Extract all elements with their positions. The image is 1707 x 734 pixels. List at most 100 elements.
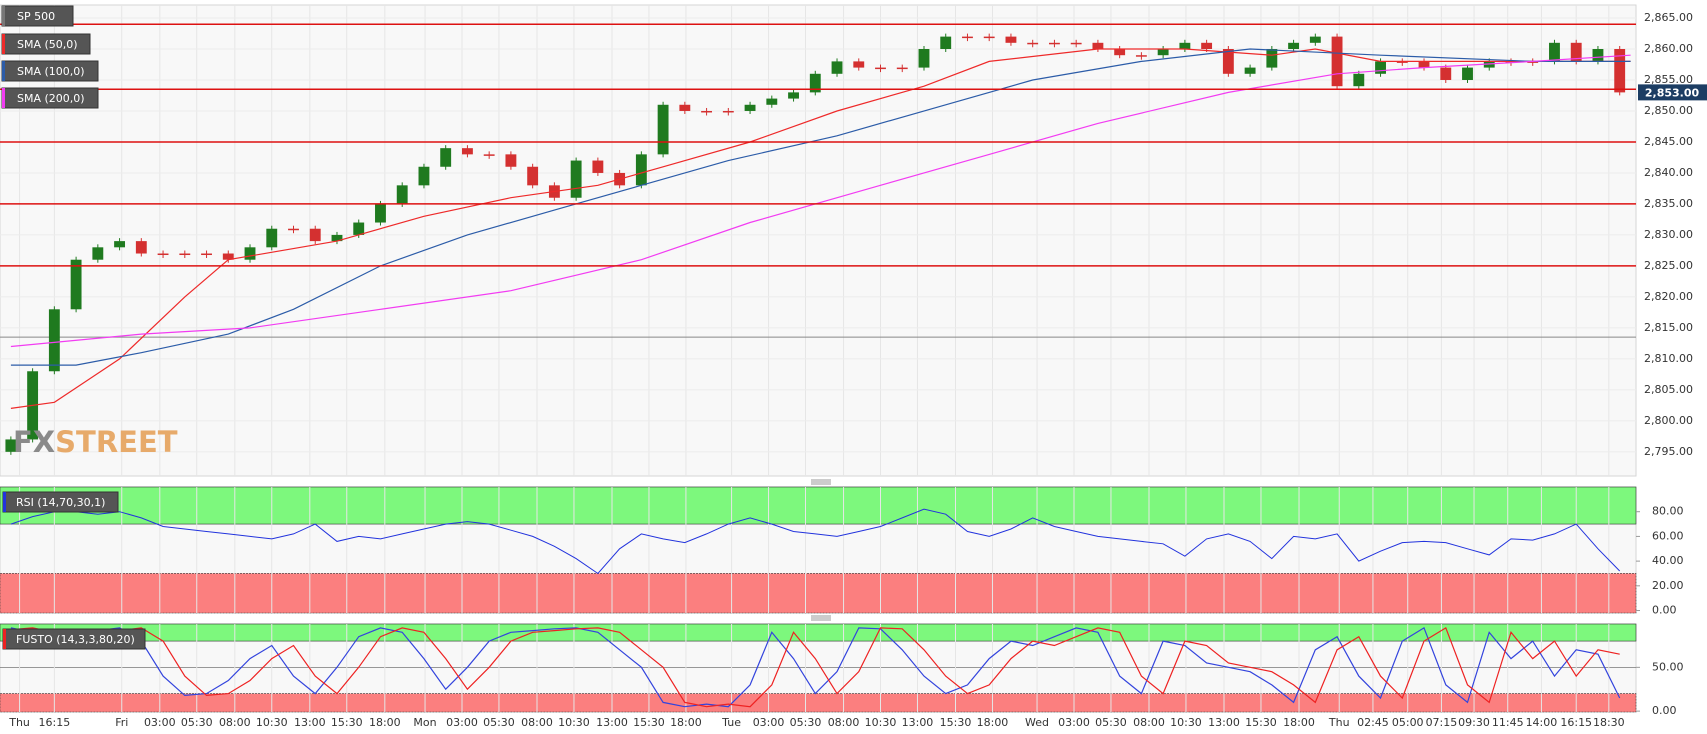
x-tick-label: 08:00 <box>219 716 251 729</box>
candle-body <box>1114 49 1126 56</box>
x-tick-label: 03:00 <box>1058 716 1090 729</box>
x-tick-label: Tue <box>721 716 741 729</box>
x-tick-label: 11:45 <box>1492 716 1524 729</box>
candle-body <box>201 253 212 256</box>
legend-label: SP 500 <box>17 10 55 23</box>
candle-body <box>1092 42 1104 50</box>
candle-body <box>570 160 582 198</box>
candle-body <box>396 185 408 204</box>
candle-body <box>1027 42 1039 45</box>
candle-body <box>135 241 147 254</box>
candle-body <box>70 259 82 310</box>
candle-body <box>1005 36 1017 43</box>
candle-body <box>1070 42 1082 45</box>
x-tick-label: 05:00 <box>1392 716 1424 729</box>
watermark-part: FX <box>13 425 55 459</box>
x-tick-label: 05:30 <box>483 716 515 729</box>
sma-line <box>10 48 1631 366</box>
x-tick-label: 10:30 <box>1170 716 1202 729</box>
candle-body <box>1418 61 1430 68</box>
candle-body <box>896 67 908 70</box>
candle-body <box>1483 61 1495 68</box>
x-tick-label: 05:30 <box>790 716 822 729</box>
candle-body <box>766 98 778 105</box>
x-tick-label: 08:00 <box>828 716 860 729</box>
candle-body <box>440 148 452 167</box>
last-price-box <box>1638 84 1707 101</box>
candle-body <box>679 104 691 111</box>
indicator-line <box>10 508 1621 575</box>
y-tick-label: 2,820.00 <box>1644 290 1693 303</box>
candle-body <box>1179 42 1191 50</box>
x-tick-label: 18:30 <box>1593 716 1625 729</box>
candle-body <box>1244 67 1256 74</box>
candle-body <box>722 110 734 113</box>
y-tick-label: 2,855.00 <box>1644 73 1693 86</box>
overbought-zone <box>0 486 1637 525</box>
candle-body <box>788 92 799 99</box>
candle-body <box>1527 61 1539 63</box>
y-tick-label: 2,795.00 <box>1644 445 1693 458</box>
candle-body <box>375 203 386 223</box>
legend-label: RSI (14,70,30,1) <box>16 496 105 509</box>
x-tick-label: Thu <box>8 716 30 729</box>
candle-body <box>92 247 104 260</box>
x-tick-label: 13:00 <box>596 716 628 729</box>
y-tick-label: 2,840.00 <box>1644 166 1693 179</box>
candle-body <box>1570 42 1582 62</box>
candle-body <box>353 222 365 235</box>
y-tick-label: 50.00 <box>1652 660 1684 673</box>
pane-handle <box>811 479 831 621</box>
candle-body <box>1549 42 1560 62</box>
candle-body <box>1331 36 1343 87</box>
candle-body <box>309 228 321 242</box>
y-tick-label: 2,845.00 <box>1644 135 1693 148</box>
candle-body <box>744 104 756 111</box>
candle-body <box>1048 42 1060 45</box>
candle-body <box>983 36 995 39</box>
x-tick-label: 10:30 <box>558 716 590 729</box>
candle-body <box>1440 67 1452 80</box>
candle-body <box>1201 42 1213 50</box>
x-tick-label: 03:00 <box>753 716 785 729</box>
candle-body <box>157 253 169 256</box>
legend-swatch <box>3 629 6 649</box>
candle-body <box>1592 49 1604 62</box>
candle-body <box>1288 42 1300 50</box>
candle-body <box>701 110 713 113</box>
candle-body <box>657 104 669 155</box>
legend-label: SMA (100,0) <box>17 65 85 78</box>
candle-body <box>1396 61 1408 63</box>
x-tick-label: 15:30 <box>633 716 665 729</box>
y-tick-label: 2,860.00 <box>1644 42 1693 55</box>
candle-body <box>288 228 299 231</box>
x-tick-label: 05:30 <box>1095 716 1127 729</box>
x-tick-label: 13:00 <box>294 716 326 729</box>
candle-body <box>527 166 539 186</box>
legend-swatch <box>2 88 5 108</box>
candle-body <box>114 241 126 248</box>
indicator-line <box>10 627 1620 708</box>
y-tick-label: 2,850.00 <box>1644 104 1693 117</box>
x-tick-label: 08:00 <box>521 716 553 729</box>
x-tick-label: 18:00 <box>977 716 1009 729</box>
oversold-zone <box>0 693 1637 713</box>
candle-body <box>635 154 647 186</box>
candle-body <box>940 36 952 50</box>
overbought-zone <box>0 623 1637 642</box>
y-tick-label: 2,800.00 <box>1644 414 1693 427</box>
x-tick-label: 13:00 <box>902 716 934 729</box>
x-tick-label: Wed <box>1025 716 1049 729</box>
x-tick-label: 05:30 <box>181 716 213 729</box>
y-tick-label: 60.00 <box>1652 529 1684 542</box>
candle-body <box>1222 49 1234 74</box>
candle-body <box>918 49 930 68</box>
candle-body <box>244 247 256 260</box>
legend-swatch <box>2 34 5 54</box>
candle-body <box>483 154 495 156</box>
candle-body <box>331 234 343 242</box>
candle-body <box>461 148 473 155</box>
y-tick-label: 40.00 <box>1652 554 1684 567</box>
y-tick-label: 0.00 <box>1652 704 1677 717</box>
candle-body <box>1309 36 1321 43</box>
